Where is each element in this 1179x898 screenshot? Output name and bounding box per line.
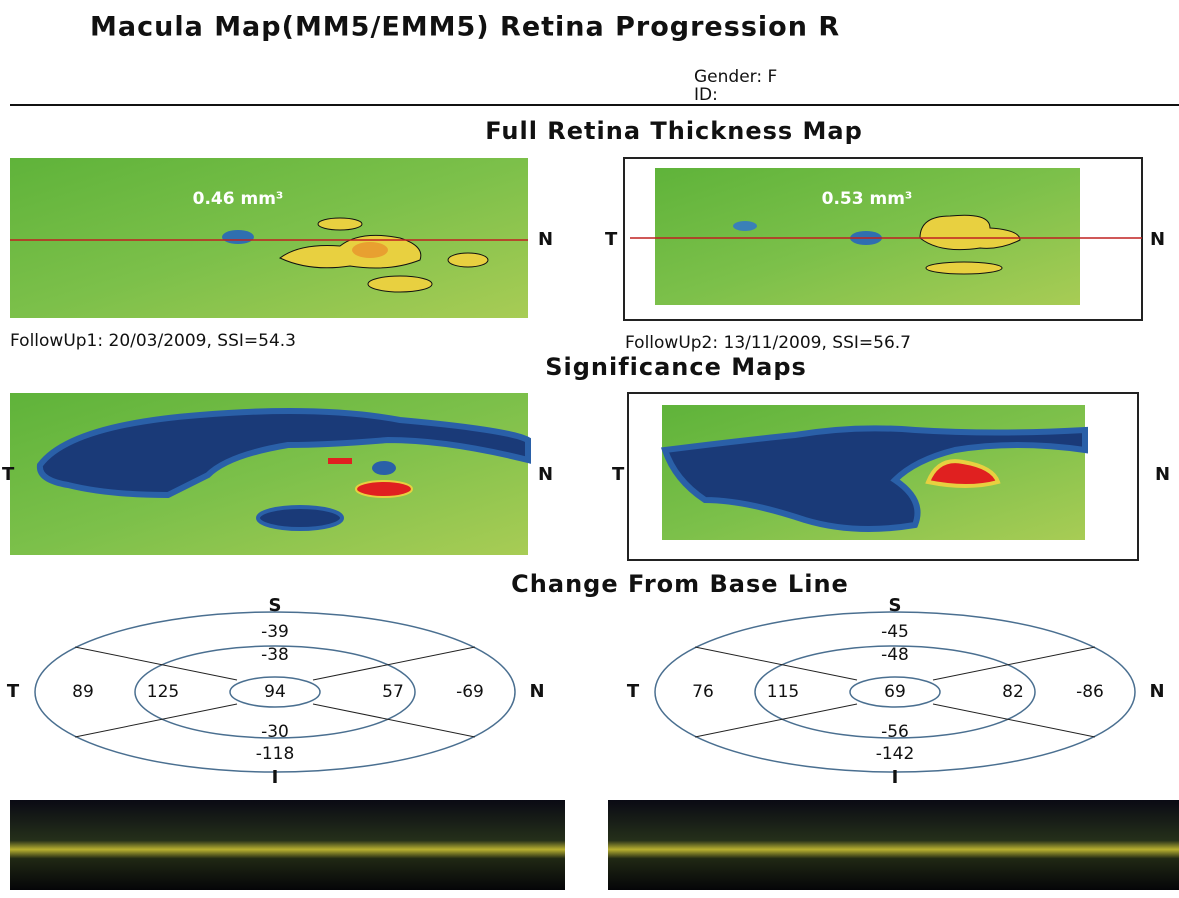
sector-value: 82	[1002, 682, 1024, 702]
orientation: N	[529, 681, 544, 702]
thin-area	[733, 221, 757, 231]
sector-value: 89	[72, 682, 94, 702]
orientation: I	[272, 767, 279, 788]
sector-value: -39	[261, 622, 289, 642]
report-title: Macula Map(MM5/EMM5) Retina Progression …	[90, 12, 840, 43]
sector-value: -118	[256, 744, 295, 764]
sector-value: -48	[881, 645, 909, 665]
section-title: Significance Maps	[545, 353, 807, 381]
orientation: T	[7, 681, 20, 702]
sector-line	[695, 647, 857, 680]
caption: FollowUp1: 20/03/2009, SSI=54.3	[10, 331, 296, 351]
orientation: N	[538, 229, 553, 250]
orientation: T	[612, 464, 625, 485]
sector-line	[695, 704, 857, 737]
thickness-map	[10, 158, 528, 318]
sector-line	[313, 647, 475, 680]
orientation: S	[889, 595, 902, 616]
oct-scan	[10, 800, 565, 890]
significant-gain	[328, 458, 352, 464]
sector-line	[933, 704, 1095, 737]
thick-area	[352, 242, 388, 258]
thick-area	[926, 262, 1002, 274]
volume: 0.46 mm³	[193, 189, 284, 209]
sector-value: 76	[692, 682, 714, 702]
sector-value: 69	[884, 682, 906, 702]
oct-scan	[608, 800, 1179, 890]
fovea	[222, 230, 254, 244]
thick-area	[368, 276, 432, 292]
orientation: N	[538, 464, 553, 485]
significant-gain	[356, 481, 412, 497]
orientation: N	[1155, 464, 1170, 485]
thick-area	[448, 253, 488, 267]
sector-value: -142	[876, 744, 915, 764]
sector-value: 115	[767, 682, 799, 702]
orientation: T	[627, 681, 640, 702]
sector-line	[313, 704, 475, 737]
sector-value: 125	[147, 682, 179, 702]
report: Macula Map(MM5/EMM5) Retina Progression …	[0, 0, 1179, 898]
sector-line	[75, 647, 237, 680]
sector-value: -38	[261, 645, 289, 665]
orientation: N	[1149, 681, 1164, 702]
sector-value: -86	[1076, 682, 1104, 702]
caption: FollowUp2: 13/11/2009, SSI=56.7	[625, 333, 911, 353]
gender: Gender: F	[694, 67, 777, 87]
sector-line	[933, 647, 1095, 680]
section-title: Change From Base Line	[511, 570, 849, 598]
orientation: I	[892, 767, 899, 788]
thick-area	[318, 218, 362, 230]
sector-value: 94	[264, 682, 286, 702]
change-grids: S I T N -39 -38 94 89 125 57 -69 -30-118 S I T N -45 -48 6…	[7, 595, 1165, 788]
sector-value: -56	[881, 722, 909, 742]
volume: 0.53 mm³	[822, 189, 913, 209]
orientation: T	[2, 464, 15, 485]
sector-line	[75, 704, 237, 737]
sector-value: 57	[382, 682, 404, 702]
sector-value: -30	[261, 722, 289, 742]
sector-value: -45	[881, 622, 909, 642]
significant-loss	[372, 461, 396, 475]
orientation: T	[605, 229, 618, 250]
section-title: Full Retina Thickness Map	[485, 117, 863, 145]
orientation: N	[1150, 229, 1165, 250]
patient-id: ID:	[694, 85, 718, 105]
significant-loss	[258, 507, 342, 529]
orientation: S	[269, 595, 282, 616]
sector-value: -69	[456, 682, 484, 702]
